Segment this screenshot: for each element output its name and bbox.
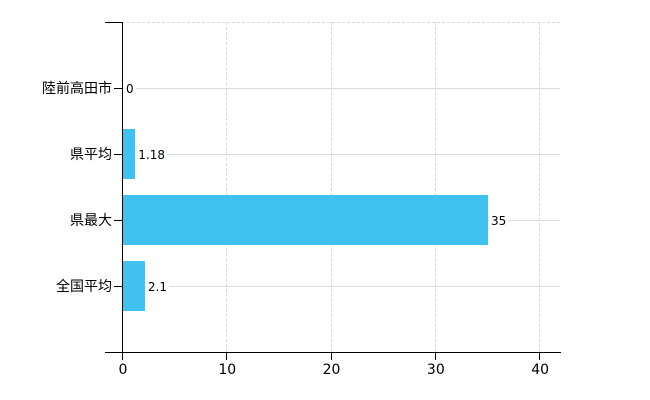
v-gridline — [539, 22, 541, 352]
category-label: 陸前高田市 — [42, 81, 112, 97]
value-label: 0 — [124, 82, 136, 96]
v-gridline — [330, 22, 332, 352]
category-label: 県平均 — [70, 147, 112, 163]
x-axis-line — [105, 352, 561, 353]
bar — [123, 129, 136, 179]
v-gridline — [226, 22, 228, 352]
x-axis-tick — [122, 352, 123, 360]
category-label: 全国平均 — [56, 279, 112, 295]
h-gridline — [123, 154, 560, 155]
y-axis-tick — [114, 220, 122, 221]
x-tick-label: 20 — [322, 362, 341, 378]
x-tick-label: 0 — [118, 362, 128, 378]
y-axis-tick — [114, 154, 122, 155]
x-axis-tick — [539, 352, 541, 360]
x-axis-tick — [330, 352, 332, 360]
y-axis-top-tick — [105, 22, 123, 23]
value-label: 2.1 — [145, 280, 169, 294]
category-label: 県最大 — [70, 213, 112, 229]
bar — [123, 195, 488, 245]
plot-top-border — [122, 22, 560, 23]
x-tick-label: 40 — [531, 362, 550, 378]
x-axis-tick — [226, 352, 228, 360]
y-axis-line — [122, 22, 123, 360]
x-tick-label: 10 — [218, 362, 237, 378]
y-axis-tick — [114, 88, 122, 89]
h-gridline — [123, 286, 560, 287]
value-label: 1.18 — [136, 148, 168, 162]
bar — [123, 261, 145, 311]
x-axis-tick — [434, 352, 436, 360]
value-label: 35 — [489, 214, 509, 228]
h-gridline — [123, 88, 560, 89]
x-tick-label: 30 — [426, 362, 445, 378]
y-axis-tick — [114, 286, 122, 287]
v-gridline — [434, 22, 436, 352]
